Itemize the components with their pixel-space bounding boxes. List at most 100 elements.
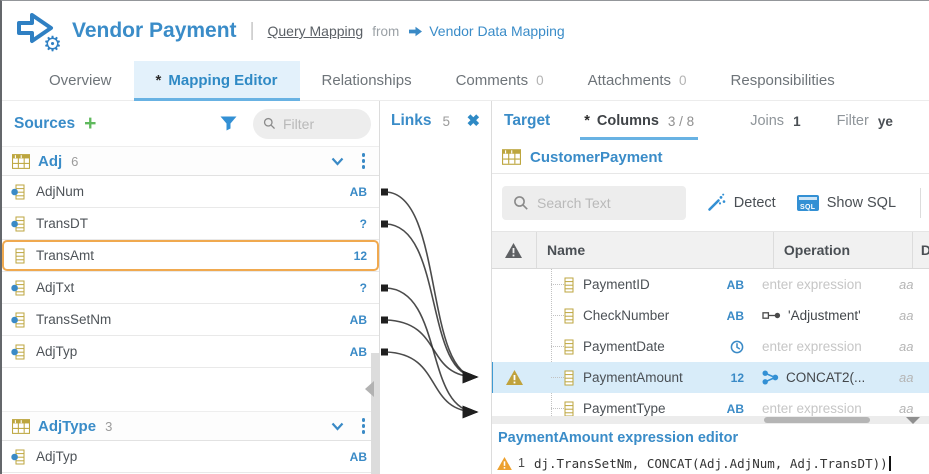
source-table-header[interactable]: Adj 6 [2,146,379,176]
links-header: Links 5 ✖ [380,101,491,141]
operation-cell[interactable]: enter expression [762,401,862,416]
datatype-marker: ? [359,280,367,295]
source-mapping-link[interactable]: Vendor Data Mapping [429,23,565,39]
scroll-down-arrow-icon[interactable] [906,417,920,424]
datatype-marker: AB [726,308,744,323]
source-column-row-adjtxt[interactable]: AdjTxt ? [2,272,379,304]
target-tab-columns[interactable]: * Columns 3 / 8 [578,101,700,141]
source-column-row-adjtyp[interactable]: AdjTyp AB [2,336,379,368]
scrollbar-thumb[interactable] [764,417,870,423]
expression-code[interactable]: dj.TransSetNm, CONCAT(Adj.AdjNum, Adj.Tr… [533,455,888,471]
target-column-name: PaymentType [583,401,666,416]
source-column-row-transamt[interactable]: TransAmt 12 [2,240,379,272]
show-sql-button[interactable]: SQL Show SQL [796,194,896,211]
chevron-down-icon[interactable] [331,157,344,166]
source-table-header[interactable]: AdjType 3 [2,411,379,441]
target-column-row-paymenttype[interactable]: PaymentType AB enter expression aa [492,393,929,416]
table-menu-icon[interactable] [360,416,368,436]
datatype-marker: AB [726,277,744,292]
target-column-name: CheckNumber [583,308,670,323]
source-column-name: AdjTxt [36,280,75,295]
source-column-name: AdjTyp [36,449,78,464]
source-table-name[interactable]: AdjType [38,417,97,435]
horizontal-scrollbar[interactable] [492,416,929,424]
tree-stub [551,346,564,347]
link-curve[interactable] [385,351,479,419]
links-canvas[interactable] [380,101,492,474]
tab-mapping-editor[interactable]: * Mapping Editor [133,61,300,101]
tab-comments[interactable]: Comments 0 [434,61,566,100]
target-column-row-checknumber[interactable]: CheckNumber AB 'Adjustment' aa [492,300,929,331]
name-column-header[interactable]: Name [535,232,773,268]
source-column-row-adjnum[interactable]: AdjNum AB [2,176,379,208]
source-column-row-adjtyp[interactable]: AdjTyp AB [2,441,379,473]
tree-stub [551,408,564,409]
add-source-button[interactable]: + [84,112,97,135]
target-toolbar: Detect SQL Show SQL [492,174,929,231]
target-column-name: PaymentDate [583,339,665,354]
panel-collapse-handle[interactable] [365,381,374,397]
target-column-row-paymentdate[interactable]: PaymentDate enter expression aa [492,331,929,362]
detect-button[interactable]: Detect [707,193,776,212]
sql-icon: SQL [796,194,819,211]
tab-attachments[interactable]: Attachments 0 [566,61,709,100]
target-table-name[interactable]: CustomerPayment [530,148,663,166]
links-count: 5 [442,113,450,129]
target-header: Target * Columns 3 / 8 Joins 1 Filter ye [492,101,929,141]
column-icon [564,370,574,385]
function-mapping-icon [762,370,779,385]
link-curve[interactable] [385,287,479,419]
column-icon [11,280,25,295]
link-curve[interactable] [385,191,479,384]
sources-panel: Sources + Adj 6 [2,101,380,474]
warning-column-header[interactable] [492,232,536,268]
target-tab-filter[interactable]: Filter ye [831,101,899,141]
chevron-down-icon[interactable] [331,422,344,431]
datatype-cell: aa [899,370,914,385]
operation-cell[interactable]: 'Adjustment' [752,308,891,323]
close-links-icon[interactable]: ✖ [466,113,480,130]
sources-filter-input[interactable] [283,115,361,132]
operation-cell[interactable]: enter expression [762,277,862,292]
table-menu-icon[interactable] [360,151,368,171]
target-tab-label: Joins [750,113,785,129]
target-tab-joins[interactable]: Joins 1 [744,101,806,141]
target-column-row-paymentid[interactable]: PaymentID AB enter expression aa [492,269,929,300]
column-icon [11,184,25,199]
expression-editor-line[interactable]: 1 dj.TransSetNm, CONCAT(Adj.AdjNum, Adj.… [492,451,929,474]
tab-overview[interactable]: Overview [27,61,134,100]
target-title: Target [504,112,551,129]
target-search-input[interactable] [537,194,667,211]
operation-cell[interactable]: enter expression [762,339,862,354]
link-curve[interactable] [385,319,479,384]
datatype-column-header[interactable]: D [911,232,929,268]
sources-scrollbar[interactable] [371,353,379,474]
source-column-row-transsetnm[interactable]: TransSetNm AB [2,304,379,336]
tab-responsibilities[interactable]: Responsibilities [709,61,857,100]
link-curve[interactable] [385,223,479,384]
source-table-name[interactable]: Adj [38,152,63,170]
row-warning-cell [492,370,536,385]
source-column-row-transdt[interactable]: TransDT ? [2,208,379,240]
filter-funnel-icon[interactable] [220,116,237,131]
tab-relationships[interactable]: Relationships [300,61,434,100]
sources-title: Sources [14,114,76,132]
tab-label: Responsibilities [730,72,835,89]
tree-stub [551,315,564,316]
clock-icon [730,340,744,353]
operation-cell[interactable]: CONCAT2(... [752,370,891,385]
datatype-marker: AB [726,401,744,416]
source-table-group-adj: Adj 6 AdjNum AB TransDT ? TransAmt 12 [2,146,379,368]
target-column-row-paymentamount[interactable]: PaymentAmount 12 CONCAT2(... aa [492,362,929,393]
source-table-count: 6 [71,153,79,169]
source-column-name: TransAmt [36,248,95,263]
datatype-cell: aa [899,339,914,354]
modified-asterisk: * [155,72,162,89]
app-logo-mapping-icon: ⚙ [16,9,62,55]
operation-column-header[interactable]: Operation [772,232,912,268]
column-icon [11,216,25,231]
source-table-count: 3 [105,418,113,434]
column-icon [11,449,25,464]
mapping-type-label: Query Mapping [267,23,364,39]
search-icon [263,117,275,129]
